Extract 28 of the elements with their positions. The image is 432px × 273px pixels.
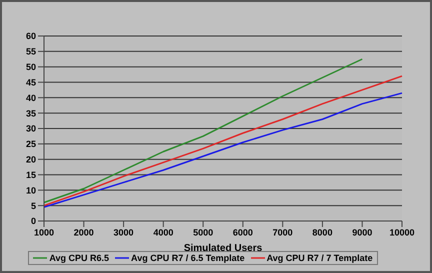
- legend-label: Avg CPU R6.5: [48, 253, 110, 263]
- y-tick-label: 30: [26, 124, 36, 134]
- y-tick-label: 50: [26, 62, 36, 72]
- y-tick-label: 45: [26, 77, 36, 88]
- y-tick-label: 15: [26, 170, 36, 180]
- x-tick-label: 7000: [272, 227, 293, 238]
- x-tick-label: 10000: [389, 227, 415, 238]
- legend-label: Avg CPU R7 / 7 Template: [266, 253, 373, 263]
- x-tick-label: 1000: [34, 227, 54, 238]
- x-tick-label: 3000: [114, 227, 134, 238]
- y-tick-label: 55: [26, 46, 36, 57]
- y-tick-label: 60: [26, 31, 36, 42]
- x-tick-label: 2000: [74, 227, 94, 238]
- y-tick-label: 25: [26, 139, 36, 150]
- y-tick-label: 0: [30, 216, 36, 226]
- y-tick-label: 20: [26, 154, 36, 165]
- x-tick-label: 5000: [193, 227, 214, 238]
- x-tick-label: 6000: [232, 227, 253, 238]
- x-tick-label: 9000: [352, 227, 372, 238]
- y-tick-label: 10: [26, 185, 36, 196]
- x-tick-label: 8000: [312, 227, 332, 238]
- x-tick-label: 4000: [153, 227, 174, 238]
- legend-label: Avg CPU R7 / 6.5 Template: [130, 253, 245, 263]
- line-series: [43, 58, 363, 204]
- y-tick-label: 35: [26, 108, 36, 118]
- y-tick-label: 40: [26, 92, 36, 103]
- y-tick-label: 5: [30, 200, 36, 211]
- x-axis-title: Simulated Users: [184, 243, 263, 254]
